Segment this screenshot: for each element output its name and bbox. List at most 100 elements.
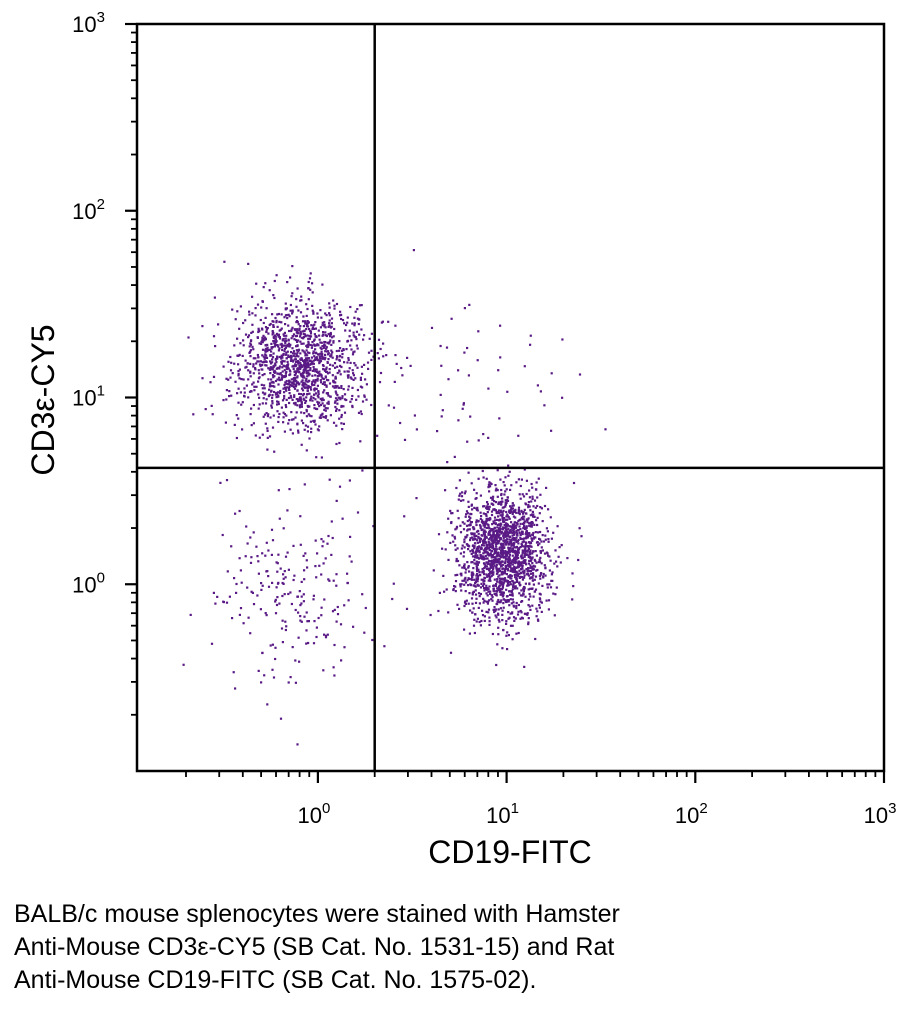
event-point-pop1 [478,545,481,548]
event-point-pop1 [546,552,549,555]
event-point-pop0 [354,377,357,380]
event-point-pop0 [250,424,253,427]
event-point-pop0 [349,344,352,347]
event-point-pop0 [280,327,283,330]
event-point-pop0 [298,329,301,332]
event-point-pop1 [483,524,486,527]
event-point-pop0 [256,360,259,363]
event-point-pop1 [501,573,504,576]
event-point-pop0 [305,449,308,452]
event-point-pop0 [296,404,299,407]
event-point-pop1 [506,552,510,555]
event-point-pop2 [306,620,309,623]
event-point-pop1 [471,576,474,579]
event-point-pop0 [256,336,259,339]
event-point-pop0 [304,401,307,404]
event-point-pop1 [509,528,512,531]
event-point-pop1 [511,543,514,546]
event-point-pop1 [504,505,507,508]
event-point-pop1 [486,594,489,597]
event-point-pop0 [395,362,398,365]
event-point-pop1 [538,604,541,607]
event-point-pop1 [505,515,508,518]
event-point-pop0 [285,398,288,401]
event-point-pop1 [505,538,509,541]
event-point-pop1 [494,614,497,617]
event-point-pop0 [340,405,343,408]
event-point-pop1 [522,538,525,541]
event-point-pop0 [225,389,228,392]
event-point-pop1 [518,592,521,595]
event-point-pop1 [493,558,496,561]
event-point-pop1 [459,583,462,586]
event-point-pop1 [483,615,486,618]
event-point-pop1 [510,544,513,547]
figure-caption: BALB/c mouse splenocytes were stained wi… [14,898,894,997]
event-point-pop1 [511,534,514,537]
event-point-pop0 [284,302,287,305]
event-point-pop0 [330,349,333,352]
event-point-pop1 [521,594,524,597]
event-point-pop1 [489,529,492,533]
event-point-pop0 [353,322,356,325]
event-point-pop0 [327,353,330,356]
event-point-pop0 [307,413,310,416]
event-point-pop1 [478,620,481,624]
event-point-pop0 [267,332,270,335]
event-point-pop2 [312,642,316,645]
event-point-pop2 [292,544,295,547]
event-point-pop0 [343,411,347,414]
event-point-pop0 [339,314,342,317]
event-point-pop0 [313,393,316,396]
event-point-pop0 [366,361,370,364]
event-point-pop1 [506,550,509,553]
event-point-pop0 [266,346,269,349]
event-point-pop0 [305,393,309,396]
event-point-pop0 [326,341,329,344]
event-point-pop1 [485,584,488,587]
event-point-pop0 [351,394,354,398]
event-point-pop1 [511,611,514,614]
event-point-pop0 [304,379,307,382]
event-point-pop0 [287,338,290,341]
event-point-pop0 [276,410,279,413]
event-point-pop1 [511,512,514,515]
event-point-pop1 [461,491,464,494]
event-point-pop0 [287,386,290,389]
event-point-pop1 [524,545,527,548]
event-point-pop1 [490,594,493,597]
event-point-pop0 [338,441,341,445]
event-point-pop1 [514,576,517,579]
event-point-pop1 [494,484,497,487]
event-point-pop0 [345,398,348,402]
event-point-pop1 [478,595,481,598]
event-point-pop1 [462,528,466,531]
event-point-pop0 [321,397,324,400]
event-point-pop0 [282,416,285,419]
event-point-pop1 [470,482,473,485]
event-point-pop2 [294,608,297,612]
event-point-pop0 [210,404,213,407]
event-point-pop2 [250,590,253,593]
event-point-pop0 [327,325,330,328]
event-point-pop0 [370,332,373,335]
x-tick-label: 102 [675,800,708,828]
event-point-pop1 [553,562,556,565]
event-point-pop0 [320,456,323,459]
event-point-pop1 [526,518,529,521]
event-point-pop1 [469,539,472,542]
event-point-pop0 [319,346,322,349]
event-point-pop1 [512,538,515,541]
event-point-pop0 [249,349,252,352]
event-point-pop3 [441,409,444,412]
event-point-pop0 [307,384,310,388]
event-point-pop3 [523,365,526,368]
event-point-pop0 [380,321,383,324]
event-point-pop2 [222,600,225,603]
event-point-pop0 [300,403,303,406]
event-point-pop0 [307,340,310,343]
event-point-pop0 [268,289,271,292]
event-point-pop0 [235,436,238,440]
event-point-pop0 [318,359,321,362]
event-point-pop1 [485,543,488,547]
